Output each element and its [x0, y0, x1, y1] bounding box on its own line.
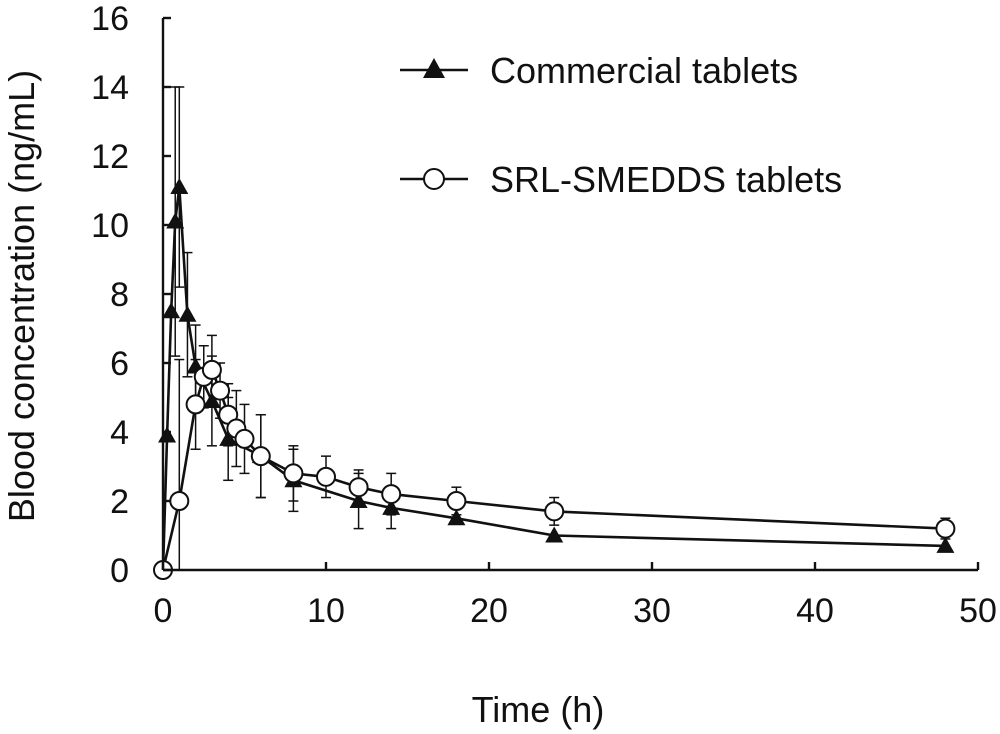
data-point: [178, 305, 197, 322]
data-point: [283, 463, 304, 484]
x-axis-ticks: 0 10 20 30 40 50: [154, 562, 997, 630]
data-point: [446, 491, 467, 511]
legend-item-srl-smedds-tablets: SRL-SMEDDS tablets: [400, 159, 842, 200]
x-tick-label: 50: [959, 592, 997, 630]
x-tick-label: 40: [796, 592, 834, 630]
data-point: [169, 491, 190, 511]
plot-area: [153, 86, 956, 580]
data-point: [201, 359, 222, 380]
y-axis-ticks: 0 2 4 6 8 10 12 14 16: [91, 0, 171, 590]
data-point: [234, 428, 255, 449]
legend-label-srl-smedds-tablets: SRL-SMEDDS tablets: [490, 159, 842, 200]
legend-marker-commercial-tablets: [423, 58, 445, 78]
y-tick-label: 10: [91, 207, 129, 245]
y-axis-label: Blood concentration (ng/mL): [1, 70, 42, 522]
data-point: [544, 501, 565, 522]
series-srl-smedds-tablets: [153, 334, 956, 580]
data-point: [170, 178, 189, 195]
data-point: [545, 526, 564, 543]
axes: 0 2 4 6 8 10 12 14 16 0 10 20 30 40 50: [91, 0, 997, 630]
y-tick-label: 8: [110, 276, 129, 314]
x-tick-label: 0: [154, 592, 173, 630]
legend-marker-srl-smedds-tablets: [423, 168, 445, 190]
legend: Commercial tablets SRL-SMEDDS tablets: [400, 50, 842, 200]
data-point: [162, 302, 181, 319]
x-tick-label: 10: [307, 592, 345, 630]
y-tick-label: 0: [110, 552, 129, 590]
data-point: [250, 446, 271, 467]
data-point: [381, 484, 402, 505]
data-point: [348, 477, 369, 498]
y-tick-label: 12: [91, 138, 129, 176]
x-tick-label: 20: [470, 592, 508, 630]
x-axis-label: Time (h): [472, 689, 605, 730]
data-point: [158, 426, 177, 443]
data-point: [936, 536, 955, 553]
y-tick-label: 2: [110, 483, 129, 521]
legend-item-commercial-tablets: Commercial tablets: [400, 50, 798, 91]
data-point: [447, 509, 466, 526]
y-tick-label: 14: [91, 69, 129, 107]
data-point: [316, 466, 336, 487]
data-point: [185, 394, 206, 415]
data-point: [935, 518, 956, 539]
y-tick-label: 6: [110, 345, 129, 383]
data-point: [210, 380, 231, 401]
legend-label-commercial-tablets: Commercial tablets: [490, 50, 798, 91]
y-tick-label: 16: [91, 0, 129, 38]
y-tick-label: 4: [110, 414, 129, 452]
x-tick-label: 30: [633, 592, 671, 630]
